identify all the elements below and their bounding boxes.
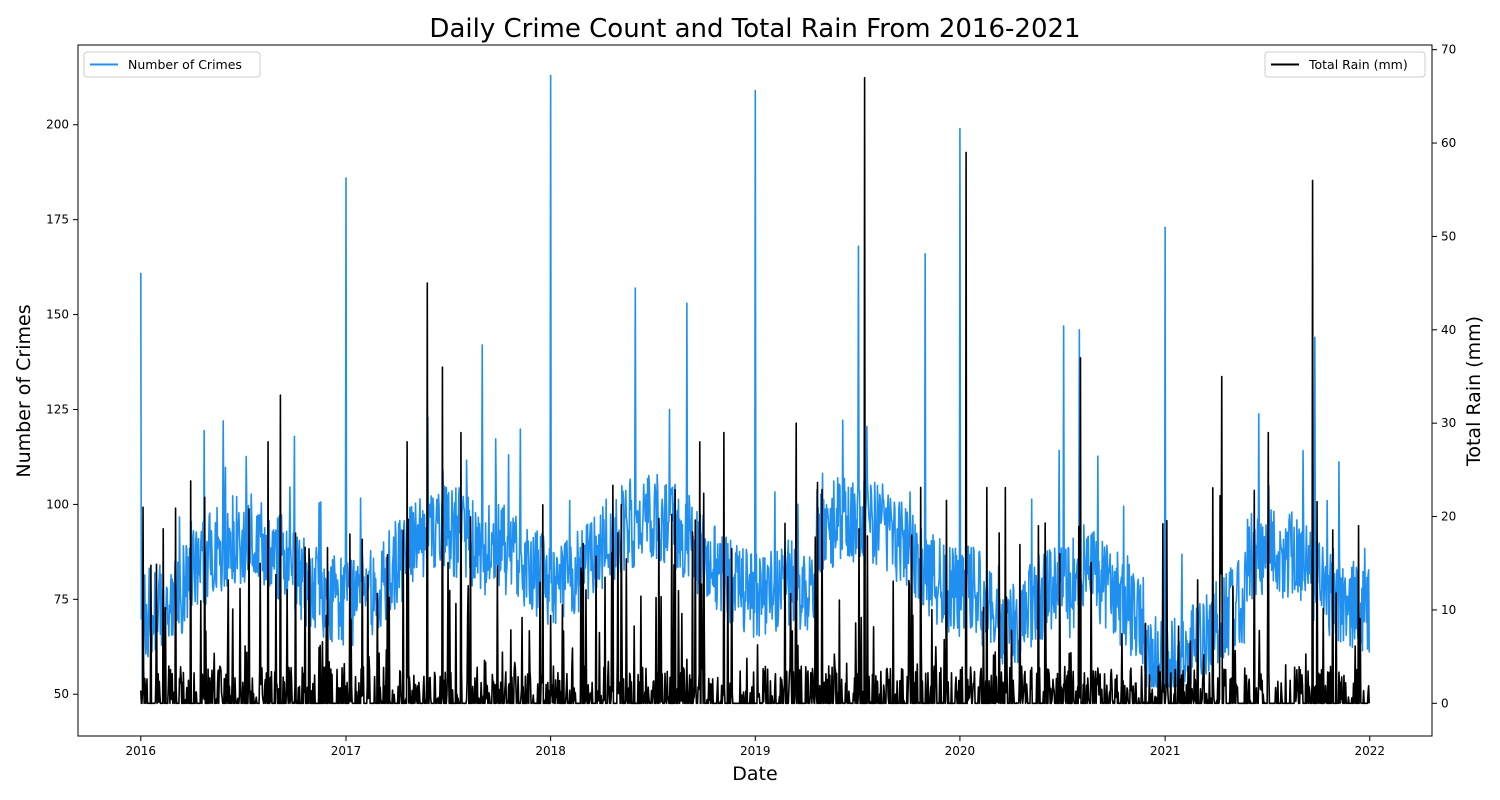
legend-rain-box [1264,51,1426,78]
y-tick-label-right: 10 [1441,603,1456,617]
x-tick-label: 2020 [945,744,976,758]
y-tick-label-right: 60 [1441,136,1456,150]
y-tick-label-right: 30 [1441,416,1456,430]
y-tick-label-left: 200 [46,118,69,132]
legend-crimes-box [83,51,261,78]
series-line-rain [139,76,1371,705]
y-tick-label-right: 40 [1441,323,1456,337]
x-tick-label: 2021 [1150,744,1181,758]
y-tick-label-right: 20 [1441,510,1456,524]
x-axis: 2016 2017 2018 2019 2020 2021 2022 [126,736,1385,758]
y-tick-label-left: 125 [46,402,69,416]
y-axis-title-right: Total Rain (mm) [1463,316,1485,467]
chart-title: Daily Crime Count and Total Rain From 20… [429,14,1080,44]
y-tick-label-right: 0 [1441,696,1449,710]
x-tick-label: 2016 [126,744,157,758]
y-axis-right: 0 10 20 30 40 50 60 70 [1432,43,1456,710]
legend-rain: Total Rain (mm) [1264,51,1426,78]
x-axis-title: Date [732,763,777,785]
x-tick-label: 2018 [535,744,566,758]
y-tick-label-left: 100 [46,497,69,511]
legend-crimes-label: Number of Crimes [128,57,242,72]
legend-crimes: Number of Crimes [83,51,261,78]
y-tick-label-left: 175 [46,213,69,227]
y-tick-label-right: 50 [1441,229,1456,243]
y-tick-label-left: 75 [54,592,69,606]
y-axis-left: 50 75 100 125 150 175 200 [46,118,78,701]
x-tick-label: 2022 [1354,744,1385,758]
y-tick-label-left: 50 [54,687,69,701]
y-axis-title-left: Number of Crimes [13,304,35,477]
legend-rain-label: Total Rain (mm) [1308,57,1408,72]
y-tick-label-right: 70 [1441,43,1456,57]
series-line-crimes [139,74,1371,688]
x-tick-label: 2017 [331,744,362,758]
series-layer [139,74,1371,705]
x-tick-label: 2019 [740,744,771,758]
y-tick-label-left: 150 [46,308,69,322]
